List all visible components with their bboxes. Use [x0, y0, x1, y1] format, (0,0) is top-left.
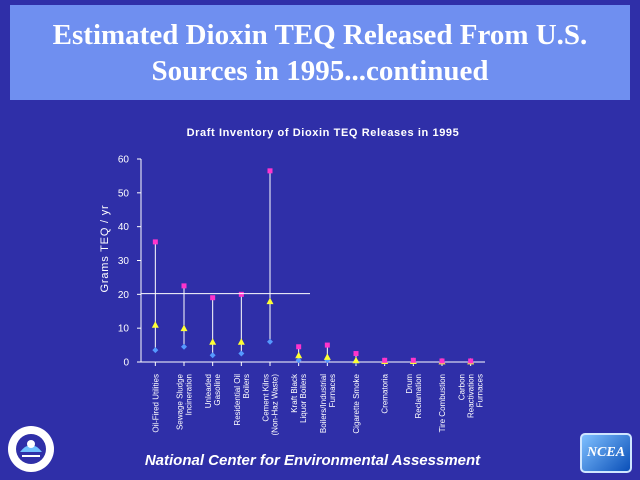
central-estimate-marker: [266, 297, 274, 305]
high-estimate-marker: [267, 168, 273, 174]
y-tick-label: 0: [123, 358, 129, 369]
low-estimate-marker: [152, 347, 159, 354]
x-tick-label: Carbon Reactivation Furnaces: [458, 374, 485, 418]
central-estimate-marker: [151, 321, 159, 328]
x-tick-label-line: Furnaces: [328, 374, 337, 407]
footer-organization: National Center for Environmental Assess…: [144, 452, 481, 469]
high-estimate-marker: [238, 291, 244, 297]
x-tick-label-line: Furnaces: [476, 374, 485, 407]
x-tick-label-line: Cement Kilns: [262, 374, 271, 422]
y-tick-label: 60: [118, 155, 130, 166]
x-tick-label-line: Unleaded: [204, 374, 213, 408]
x-tick-label-line: Sewage Sludge: [176, 373, 185, 430]
x-tick-label: Boilers/Industrial Furnaces: [319, 374, 337, 433]
central-estimate-marker: [237, 338, 245, 345]
y-tick-label: 20: [118, 290, 130, 301]
chart-title: Draft Inventory of Dioxin TEQ Releases i…: [187, 127, 460, 139]
central-estimate-marker: [323, 353, 331, 360]
x-tick-label: Kraft Black Liquor Boilers: [290, 373, 308, 423]
high-estimate-marker: [439, 358, 445, 364]
high-estimate-marker: [296, 344, 302, 350]
high-estimate-marker: [181, 283, 187, 289]
x-tick-label-line: Residential Oil: [233, 374, 242, 426]
x-tick-label: Sewage Sludge Incineration: [176, 373, 194, 430]
x-tick-label-line: Boilers: [242, 374, 251, 398]
x-tick-label-line: Boilers/Industrial: [319, 374, 328, 433]
central-estimate-marker: [295, 351, 303, 359]
ncea-logo[interactable]: NCEA: [580, 433, 632, 473]
x-tick-label: Residential Oil Boilers: [233, 374, 251, 426]
x-tick-label-line: Crematoria: [381, 373, 390, 413]
slide-title-line-2: Sources in 1995...continued: [151, 54, 489, 87]
high-estimate-marker: [210, 295, 216, 301]
x-tick-label-line: Reactivation: [467, 374, 476, 418]
title-box: Estimated Dioxin TEQ Released From U.S. …: [10, 5, 630, 100]
x-tick-label-line: Drum: [405, 374, 414, 394]
low-estimate-marker: [238, 350, 245, 357]
x-tick-label-line: Incineration: [185, 374, 194, 415]
central-estimate-marker: [180, 324, 188, 332]
ncea-logo-text: NCEA: [586, 445, 626, 460]
central-estimate-marker: [352, 356, 360, 364]
high-estimate-marker: [353, 351, 359, 357]
epa-seal-icon: [8, 426, 54, 472]
y-tick-label: 10: [118, 324, 130, 335]
x-tick-label-line: Carbon: [458, 374, 467, 400]
high-estimate-marker: [324, 342, 330, 348]
x-tick-label-line: Reclamation: [414, 374, 423, 418]
y-tick-label: 30: [118, 256, 130, 267]
high-estimate-marker: [410, 357, 416, 363]
low-estimate-marker: [267, 338, 273, 345]
x-tick-label-line: Liquor Boilers: [299, 374, 308, 423]
x-tick-label-line: (Non-Haz Waste): [271, 374, 280, 436]
high-estimate-marker: [382, 357, 388, 363]
x-tick-label: Oil-Fired Utilities: [151, 374, 160, 433]
x-tick-label-line: Cigarette Smoke: [352, 373, 361, 433]
high-estimate-marker: [468, 358, 474, 364]
x-tick-label-line: Tire Combustion: [438, 374, 447, 432]
x-tick-label-line: Gasoline: [213, 373, 222, 405]
y-axis-label: Grams TEQ / yr: [99, 204, 111, 292]
x-tick-label: Crematoria: [381, 373, 390, 413]
y-tick-label: 40: [118, 222, 130, 233]
x-tick-label: Tire Combustion: [438, 374, 447, 432]
low-estimate-marker: [181, 343, 187, 350]
x-tick-label: Cigarette Smoke: [352, 373, 361, 433]
central-estimate-marker: [209, 338, 217, 345]
x-tick-label: Cement Kilns (Non-Haz Waste): [262, 374, 280, 436]
x-tick-label: Unleaded Gasoline: [204, 373, 222, 408]
high-estimate-marker: [152, 239, 158, 245]
low-estimate-marker: [209, 352, 216, 359]
slide-title-line-1: Estimated Dioxin TEQ Released From U.S.: [52, 18, 588, 51]
x-tick-label: Drum Reclamation: [405, 374, 423, 419]
y-tick-label: 50: [118, 188, 130, 199]
low-estimate-marker: [295, 357, 302, 364]
x-tick-label-line: Oil-Fired Utilities: [151, 374, 160, 433]
x-tick-label-line: Kraft Black: [290, 373, 299, 413]
